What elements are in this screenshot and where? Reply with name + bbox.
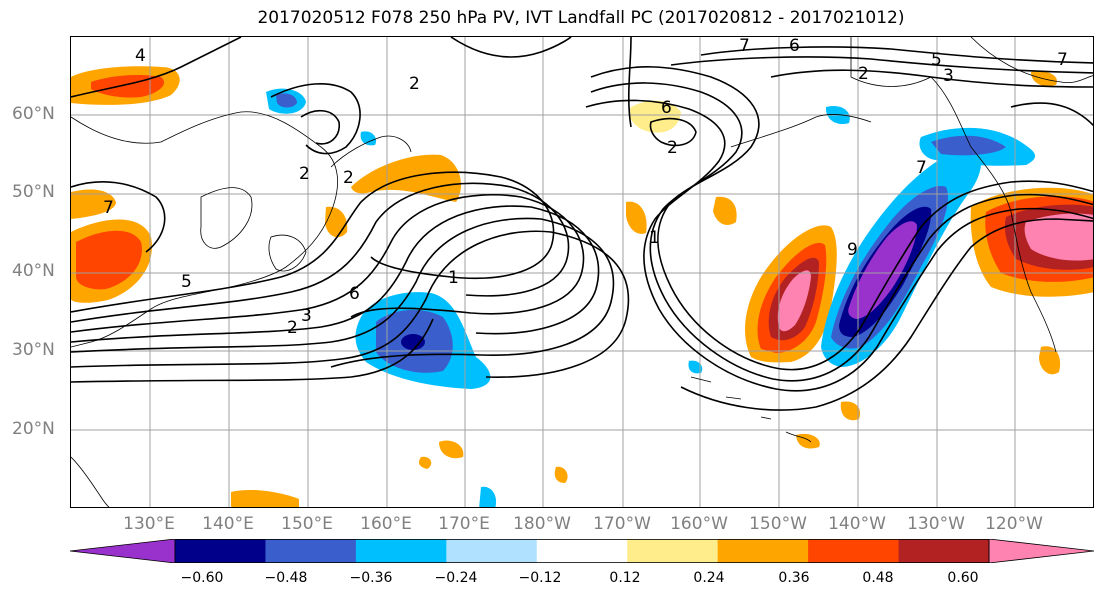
lon-label-180w: 180°W (513, 514, 571, 534)
contour-label: 2 (858, 64, 869, 84)
colorbar (70, 539, 1094, 563)
shade-negative (401, 334, 425, 350)
lat-label-30n: 30°N (12, 340, 55, 360)
colorbar-extend-low (70, 539, 176, 563)
colorbar-tick: 0.12 (609, 570, 641, 586)
contour-labels: 4 2 6 7 2 5 3 7 2 2 6 2 7 7 1 1 5 6 3 2 … (103, 37, 1068, 338)
lat-label-50n: 50°N (12, 182, 55, 202)
contour-label: 2 (287, 318, 298, 338)
colorbar-tick: −0.36 (349, 570, 393, 586)
colorbar-tick: 0.36 (778, 570, 810, 586)
shade-positive (325, 206, 348, 238)
lat-label-60n: 60°N (12, 104, 55, 124)
colorbar-frame (174, 539, 990, 563)
colorbar-tick: −0.12 (518, 570, 562, 586)
contour-label: 6 (661, 98, 672, 118)
shade-negative (479, 486, 496, 507)
contour-label: 7 (739, 37, 750, 56)
lon-label-130w: 130°W (907, 514, 965, 534)
colorbar-tick: 0.60 (947, 570, 979, 586)
contour-label: 2 (299, 164, 310, 184)
colorbar-cell (898, 539, 990, 563)
contour-label: 7 (916, 158, 927, 178)
contour-label: 2 (343, 168, 354, 188)
colorbar-tick: 0.24 (693, 570, 725, 586)
contour-label: 7 (103, 198, 114, 218)
shade-positive (1039, 346, 1061, 375)
shade-positive (231, 490, 299, 507)
lon-label-170w: 170°W (593, 514, 651, 534)
contour-label: 3 (301, 306, 312, 326)
shade-positive (713, 196, 737, 225)
contour-label: 5 (181, 272, 192, 292)
colorbar-tick: −0.24 (434, 570, 478, 586)
shade-positive (439, 440, 464, 459)
graticule (71, 37, 1093, 507)
contour-label: 2 (667, 138, 678, 158)
colorbar-cell (808, 539, 900, 563)
lat-label-20n: 20°N (12, 419, 55, 439)
shade-positive (796, 433, 820, 449)
shade-positive (419, 456, 432, 469)
colorbar-tick: 0.48 (862, 570, 894, 586)
lon-label-160w: 160°W (670, 514, 728, 534)
coastlines (71, 37, 1093, 507)
lon-label-150w: 150°W (749, 514, 807, 534)
colorbar-cell (717, 539, 809, 563)
colorbar-tick: −0.60 (180, 570, 224, 586)
shade-positive (554, 466, 568, 483)
contour-label: 1 (649, 228, 660, 248)
colorbar-cell (175, 539, 266, 563)
lon-label-140e: 140°E (202, 514, 254, 534)
shade-positive (777, 270, 811, 332)
pv-contours (71, 37, 1093, 411)
lon-label-160e: 160°E (360, 514, 412, 534)
contour-label: 1 (448, 268, 459, 288)
colorbar-cell (265, 539, 357, 563)
lon-label-150e: 150°E (281, 514, 333, 534)
shade-positive (626, 201, 647, 234)
colorbar-cell (446, 539, 538, 563)
contour-label: 3 (943, 66, 954, 86)
shade-positive (1024, 213, 1093, 261)
contour-label: 6 (349, 284, 360, 304)
lon-label-120w: 120°W (985, 514, 1043, 534)
colorbar-cell (355, 539, 447, 563)
map-title: 2017020512 F078 250 hPa PV, IVT Landfall… (257, 8, 905, 28)
lon-label-170e: 170°E (438, 514, 490, 534)
shade-negative (276, 93, 297, 108)
shade-positive (629, 100, 681, 133)
lon-label-140w: 140°W (828, 514, 886, 534)
shade-negative (688, 360, 703, 374)
shade-positive (840, 401, 861, 421)
contour-label: 2 (409, 74, 420, 94)
colorbar-extend-high (988, 539, 1094, 563)
colorbar-cell (627, 539, 719, 563)
colorbar-tick: −0.48 (264, 570, 308, 586)
lon-label-130e: 130°E (123, 514, 175, 534)
shading-layer (71, 66, 1093, 507)
map-panel: 4 2 6 7 2 5 3 7 2 2 6 2 7 7 1 1 5 6 3 2 … (70, 36, 1094, 508)
contour-label: 6 (789, 37, 800, 56)
shade-positive (76, 230, 142, 290)
lat-label-40n: 40°N (12, 261, 55, 281)
shade-negative (848, 221, 917, 319)
shade-negative (360, 131, 377, 146)
colorbar-cell (536, 539, 628, 563)
contour-label: 5 (931, 50, 942, 70)
contour-label: 9 (847, 240, 858, 260)
shade-positive (71, 189, 116, 219)
map-canvas: 4 2 6 7 2 5 3 7 2 2 6 2 7 7 1 1 5 6 3 2 … (71, 37, 1093, 507)
contour-label: 7 (1057, 50, 1068, 70)
shade-negative (931, 135, 1006, 156)
contour-label: 4 (135, 46, 146, 66)
